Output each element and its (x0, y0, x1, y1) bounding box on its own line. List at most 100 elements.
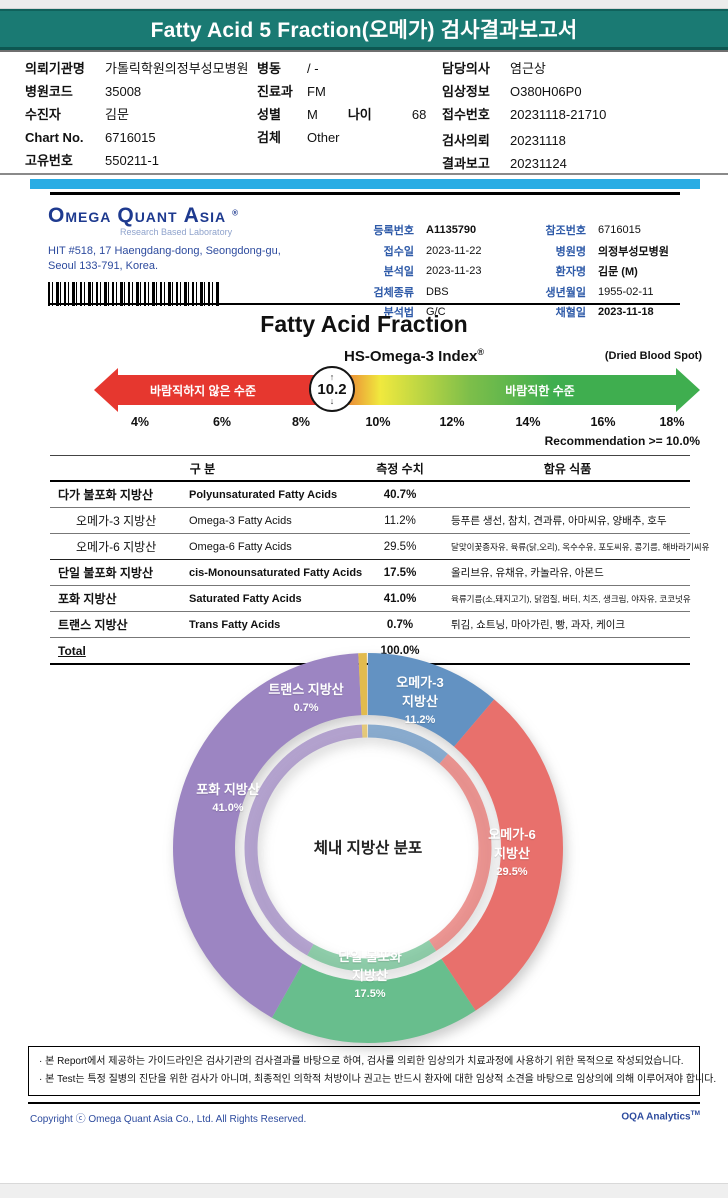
cell-english-name: Omega-3 Fatty Acids (189, 514, 292, 527)
down-arrow-icon (330, 397, 335, 405)
info-value: 20231124 (510, 156, 567, 171)
lab-header-section: OMEGA QUANT ASIA ® Research Based Laborator… (0, 200, 728, 319)
section-title: Fatty Acid Fraction (260, 311, 468, 337)
info-label: 담당의사 (442, 61, 490, 76)
col-header-measured-value: 측정 수치 (376, 461, 424, 476)
cell-measured-value: 11.2% (384, 514, 416, 527)
patient-info-column-3: 담당의사 염근상 임상정보 O380H06P0 접수번호 20231118-21710 검사… (442, 57, 606, 175)
info-value: 35008 (105, 84, 142, 99)
donut-segment-label: 트랜스 지방산 0.7% (268, 682, 344, 714)
info-label: 나이 (347, 107, 372, 122)
donut-segment-3 (244, 724, 492, 972)
donut-segment-0 (244, 724, 492, 972)
sample-info-label: 환자명 (555, 266, 586, 279)
info-label: 진료과 (257, 84, 293, 99)
info-row: 진료과 FM (257, 80, 426, 103)
donut-svg (173, 653, 563, 1043)
sample-info-label: 접수일 (383, 245, 414, 258)
table-row: 오메가-3 지방산 Omega-3 Fatty Acids 11.2% 등푸른 생선,… (50, 508, 690, 534)
sample-info-column-2: 참조번호 6716015 병원명 의정부성모병원 환자명 김문 (M) 생년월일 1955-0… (528, 220, 669, 323)
logo-word: QUANT (117, 204, 178, 227)
info-value: O380H06P0 (510, 84, 582, 99)
gauge-value-marker: 10.2 (309, 366, 355, 412)
sample-info-value: A1135790 (426, 224, 477, 237)
sample-info-row: 채혈일 2023-11-18 (528, 302, 669, 323)
patient-info-section: 의뢰기관명 가톨릭학원의정부성모병원 병원코드 35008 수진자 김문 Chart No.… (0, 50, 728, 175)
info-label: Chart No. (25, 130, 84, 145)
gauge-tick: 6% (212, 415, 232, 429)
trademark-mark: TM (690, 1110, 700, 1117)
gauge-tick: 12% (439, 415, 465, 429)
info-value: 68 (411, 107, 427, 122)
cell-measured-value: 0.7% (386, 618, 414, 631)
info-row: 의뢰기관명 가톨릭학원의정부성모병원 (25, 57, 249, 80)
info-row: 병원코드 35008 (25, 80, 249, 103)
sample-info-value: G/C (426, 306, 446, 319)
info-label: 고유번호 (25, 153, 73, 168)
donut-segment-2 (173, 653, 563, 1043)
sample-info-value: 1955-02-11 (598, 285, 654, 298)
table-row: 단일 불포화 지방산 cis-Monounsaturated Fatty Acid… (50, 560, 690, 586)
info-value: 550211-1 (105, 153, 159, 168)
sample-info-label: 분석일 (383, 266, 414, 279)
table-row: 트랜스 지방산 Trans Fatty Acids 0.7% 튀김, 쇼트닝, 마아가… (50, 612, 690, 638)
cell-korean-name: 포화 지방산 (58, 592, 117, 606)
gauge-value: 10.2 (317, 380, 347, 398)
barcode-image (48, 281, 220, 306)
donut-segment-label: 단일 불포화 지방산 17.5% (338, 949, 402, 1000)
cell-korean-name: 오메가-3 지방산 (76, 514, 157, 528)
donut-segment-label: 오메가-6 지방산 29.5% (488, 827, 536, 878)
cell-measured-value: 41.0% (383, 592, 417, 605)
cell-measured-value: 17.5% (383, 566, 417, 579)
info-row: 병동 / - (257, 57, 426, 80)
report-title-bar: Fatty Acid 5 Fraction(오메가) 검사결과보고서 (0, 9, 728, 50)
gauge-tick: 4% (130, 415, 150, 429)
divider-black-bar (50, 192, 680, 195)
info-row: 검체 Other (257, 126, 426, 149)
info-row: 담당의사 염근상 (442, 57, 606, 80)
gauge-gradient-bar (117, 375, 677, 405)
fatty-acid-donut-chart: 오메가-3 지방산 11.2% 오메가-6 지방산 29.5% 단일 불포화 지방산 17.5%… (0, 648, 728, 1048)
info-row: 성별 M 나이 68 (257, 103, 426, 126)
sample-info-row: 분석일 2023-11-23 (350, 261, 482, 282)
table-header-row: 구 분 측정 수치 함유 식품 (50, 456, 690, 482)
gauge-tick: 18% (659, 415, 685, 429)
gauge-tick: 10% (365, 415, 391, 429)
sample-info-label: 분석법 (383, 307, 414, 320)
info-value: 20231118 (510, 133, 566, 148)
lab-address: HIT #518, 17 Haengdang-dong, Seongdong-g… (48, 244, 328, 275)
cell-english-name: cis-Monounsaturated Fatty Acids (189, 566, 363, 579)
cell-foods: 튀김, 쇼트닝, 마아가린, 빵, 과자, 케이크 (451, 619, 626, 631)
sample-info-row: 분석법 G/C (350, 302, 481, 323)
sample-info-column-1: 등록번호 A1135790 접수일 2023-11-22 분석일 2023-11-23 검체… (350, 220, 482, 323)
sample-info-value: 2023-11-23 (426, 265, 482, 278)
donut-segment-3 (173, 653, 563, 1043)
sample-info-value: 6716015 (598, 224, 641, 237)
cell-english-name: Saturated Fatty Acids (189, 592, 302, 605)
donut-segment-label: 포화 지방산 41.0% (196, 782, 260, 814)
sample-info-row: 검체종류 DBS (350, 282, 481, 303)
info-row: 임상정보 O380H06P0 (442, 80, 606, 103)
sample-info-value: 2023-11-18 (598, 306, 654, 319)
info-value: / - (307, 61, 319, 76)
window-bottom-strip (0, 1183, 728, 1198)
info-label: 접수번호 (442, 107, 490, 122)
lab-section-rule (50, 303, 680, 305)
info-label: 병동 (257, 61, 281, 76)
cell-korean-name: 다가 불포화 지방산 (58, 488, 153, 502)
info-row: 수진자 김문 (25, 103, 249, 126)
gauge-tick-row: 4% 6% 8% 10% 12% 14% 16% 18% (0, 415, 728, 431)
info-label: 성별 (257, 107, 281, 122)
info-label: 검사의뢰 (442, 133, 490, 148)
note-line: · 본 Report에서 제공하는 가이드라인은 검사기관의 검사결과를 바탕으… (39, 1056, 684, 1067)
disclaimer-notes-box: · 본 Report에서 제공하는 가이드라인은 검사기관의 검사결과를 바탕으… (28, 1046, 716, 1096)
copyright-text: Copyright ⓒ Omega Quant Asia Co., Ltd. A… (30, 1114, 307, 1125)
cell-english-name: Trans Fatty Acids (189, 618, 281, 631)
info-value: 김문 (105, 107, 129, 122)
logo-word: OMEGA (48, 204, 112, 227)
cell-foods: 등푸른 생선, 참치, 견과류, 아마씨유, 양배추, 호두 (451, 515, 667, 527)
info-value: 20231118-21710 (510, 107, 607, 122)
info-row: 검사의뢰 20231118 (442, 129, 606, 152)
footer: Copyright ⓒ Omega Quant Asia Co., Ltd. A… (0, 1110, 728, 1130)
